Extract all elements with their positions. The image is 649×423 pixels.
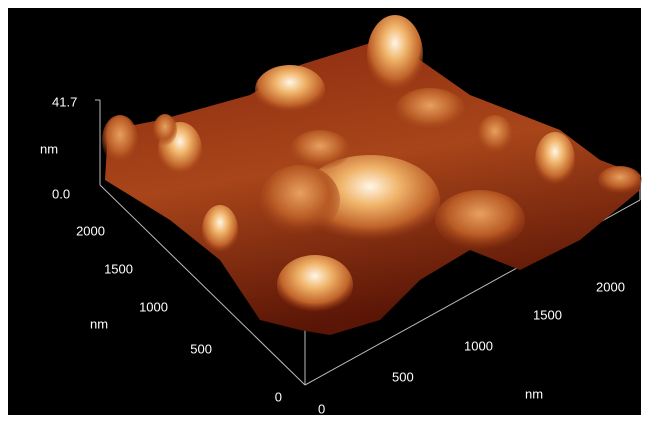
z-max-label: 41.7 bbox=[52, 94, 77, 109]
z-unit: nm bbox=[40, 141, 58, 156]
x-tick-label: 500 bbox=[392, 369, 414, 384]
x-tick-label: 2000 bbox=[596, 279, 625, 294]
y-tick-label: 1500 bbox=[104, 261, 133, 276]
y-unit: nm bbox=[90, 316, 108, 331]
page: 41.7 nm 0.0 2000 1500 1000 500 0 nm 0 50… bbox=[0, 0, 649, 423]
y-tick-label: 2000 bbox=[76, 223, 105, 238]
x-unit: nm bbox=[525, 386, 543, 401]
afm-image: 41.7 nm 0.0 2000 1500 1000 500 0 nm 0 50… bbox=[0, 0, 649, 423]
y-tick-label: 1000 bbox=[139, 299, 168, 314]
y-tick-label: 500 bbox=[190, 341, 212, 356]
z-min-label: 0.0 bbox=[52, 186, 70, 201]
x-tick-label: 1000 bbox=[464, 338, 493, 353]
y-tick-label: 0 bbox=[275, 389, 282, 404]
x-tick-label: 0 bbox=[318, 401, 325, 416]
x-tick-label: 1500 bbox=[533, 307, 562, 322]
